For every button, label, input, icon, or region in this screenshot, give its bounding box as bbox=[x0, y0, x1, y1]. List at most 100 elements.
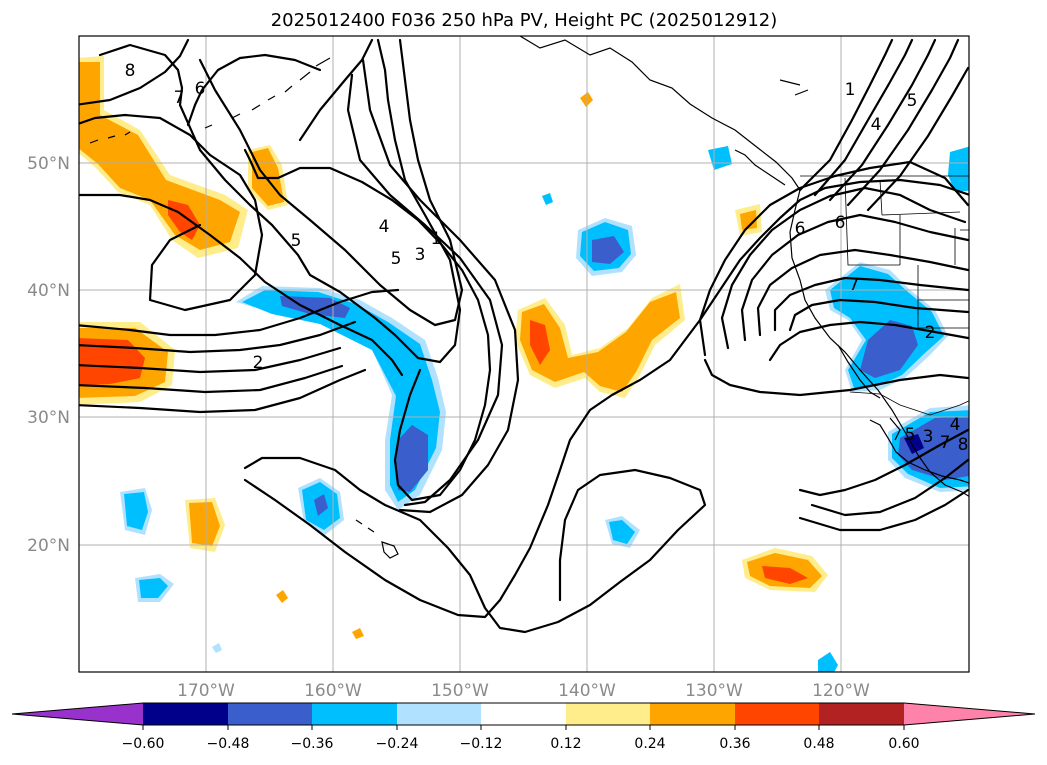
height-contour-line bbox=[773, 276, 969, 332]
contour-label: 5 bbox=[391, 249, 402, 269]
lon-label-170w: 170°W bbox=[177, 681, 235, 701]
colorbar-over-arrow bbox=[904, 703, 1035, 725]
height-contour-line bbox=[828, 38, 937, 202]
height-contour-line bbox=[79, 320, 357, 354]
colorbar-swatch-pos-048 bbox=[819, 703, 904, 725]
contour-label: 2 bbox=[925, 323, 936, 343]
map-frame bbox=[78, 35, 970, 673]
height-contour-line bbox=[198, 38, 464, 327]
height-contour-line bbox=[798, 488, 969, 532]
contour-label: 2 bbox=[253, 353, 264, 373]
height-contour-line bbox=[846, 38, 960, 207]
lon-label-130w: 130°W bbox=[685, 681, 743, 701]
colorbar-swatch-neg-024 bbox=[397, 703, 481, 725]
height-contour-line bbox=[698, 160, 969, 357]
height-contour-line bbox=[298, 38, 374, 142]
height-contours bbox=[79, 38, 969, 634]
height-contour-line bbox=[798, 428, 969, 497]
pv-strong-negative-region bbox=[314, 494, 328, 516]
lat-label-20n: 20°N bbox=[27, 536, 70, 556]
height-contour-line bbox=[866, 66, 969, 212]
height-contour-line bbox=[346, 73, 504, 507]
british-columbia-islands bbox=[734, 79, 809, 186]
height-contour-line bbox=[79, 38, 190, 106]
height-contour-line bbox=[186, 53, 322, 127]
colorbar-swatch-neutral bbox=[481, 703, 566, 725]
pv-positive-region bbox=[79, 62, 240, 250]
lon-label-150w: 150°W bbox=[431, 681, 489, 701]
contour-label: 5 bbox=[907, 91, 918, 111]
colorbar-tick-label: −0.60 bbox=[122, 736, 165, 752]
lon-label-120w: 120°W bbox=[812, 681, 870, 701]
colorbar-tick-label: −0.48 bbox=[207, 736, 250, 752]
height-contour-line bbox=[79, 346, 342, 374]
contour-label: 6 bbox=[835, 213, 846, 233]
contour-label: 7 bbox=[174, 88, 185, 108]
height-contour-line bbox=[756, 248, 969, 337]
contour-label: 4 bbox=[871, 115, 882, 135]
lat-label-50n: 50°N bbox=[27, 154, 70, 174]
baja-peninsula bbox=[837, 344, 901, 441]
pv-negative-region bbox=[542, 193, 553, 205]
pv-strong-negative-region bbox=[396, 425, 428, 492]
graticule bbox=[79, 36, 969, 672]
alaska-coastline bbox=[519, 36, 969, 498]
lon-label-140w: 140°W bbox=[558, 681, 616, 701]
hawaii-islands bbox=[355, 519, 399, 559]
height-contour-line bbox=[703, 358, 969, 397]
height-contour-line bbox=[740, 213, 969, 342]
height-contour-line bbox=[720, 186, 967, 350]
colorbar: −0.60 −0.48 −0.36 −0.24 −0.12 0.12 0.24 … bbox=[11, 702, 1036, 752]
colorbar-tick-label: −0.24 bbox=[376, 736, 419, 752]
pv-strong-positive-region bbox=[762, 566, 808, 584]
contour-label: 6 bbox=[795, 219, 806, 239]
height-contour-line bbox=[243, 148, 492, 502]
contour-label: 6 bbox=[195, 79, 206, 99]
pv-strong-negative-region bbox=[592, 236, 624, 264]
pv-anomaly-fills bbox=[79, 56, 969, 672]
contour-label: 8 bbox=[958, 435, 969, 455]
colorbar-swatch-neg-060 bbox=[143, 703, 228, 725]
height-contour-line bbox=[79, 364, 344, 394]
pv-positive-region bbox=[276, 590, 288, 603]
pv-positive-region bbox=[352, 628, 364, 639]
contour-label: 8 bbox=[125, 61, 136, 81]
contour-label: 3 bbox=[923, 427, 934, 447]
us-mexico-border bbox=[849, 391, 969, 416]
pv-positive-region bbox=[520, 292, 680, 392]
height-contour-line bbox=[79, 113, 264, 312]
height-contour-line bbox=[243, 456, 707, 634]
colorbar-swatch-neg-036 bbox=[312, 703, 397, 725]
longitude-labels: 170°W 160°W 150°W 140°W 130°W 120°W bbox=[177, 681, 870, 701]
height-contour-line bbox=[810, 458, 969, 517]
height-contour-line bbox=[79, 193, 404, 377]
height-contour-line bbox=[813, 38, 914, 197]
pv-negative-region bbox=[242, 290, 440, 502]
pv-strong-negative-region bbox=[860, 320, 918, 378]
latitude-labels: 50°N 40°N 30°N 20°N bbox=[27, 154, 70, 556]
height-contour-line bbox=[768, 320, 969, 362]
lon-label-160w: 160°W bbox=[304, 681, 362, 701]
height-contour-line bbox=[79, 288, 400, 337]
colorbar-tick-label: 0.24 bbox=[634, 736, 665, 752]
colorbar-swatch-pos-036 bbox=[735, 703, 819, 725]
contour-label: 4 bbox=[379, 217, 390, 237]
aleutian-islands bbox=[89, 57, 331, 144]
pv-negative-region bbox=[818, 652, 838, 672]
height-contour-line bbox=[79, 368, 367, 414]
pv-negative-region bbox=[609, 520, 635, 544]
colorbar-tick-label: 0.12 bbox=[550, 736, 581, 752]
colorbar-swatch-pos-024 bbox=[650, 703, 735, 725]
contour-label: 5 bbox=[905, 425, 916, 445]
contour-label: 4 bbox=[950, 415, 961, 435]
contour-label: 1 bbox=[845, 80, 856, 100]
pv-strong-positive-region bbox=[530, 320, 550, 365]
contour-label: 7 bbox=[849, 275, 860, 295]
lat-label-30n: 30°N bbox=[27, 408, 70, 428]
pv-negative-region bbox=[948, 146, 969, 192]
height-contour-line bbox=[243, 178, 969, 619]
contour-label: 1 bbox=[431, 229, 442, 249]
mexico-coastline bbox=[869, 419, 969, 484]
lat-label-40n: 40°N bbox=[27, 281, 70, 301]
pv-negative-region bbox=[139, 578, 168, 598]
